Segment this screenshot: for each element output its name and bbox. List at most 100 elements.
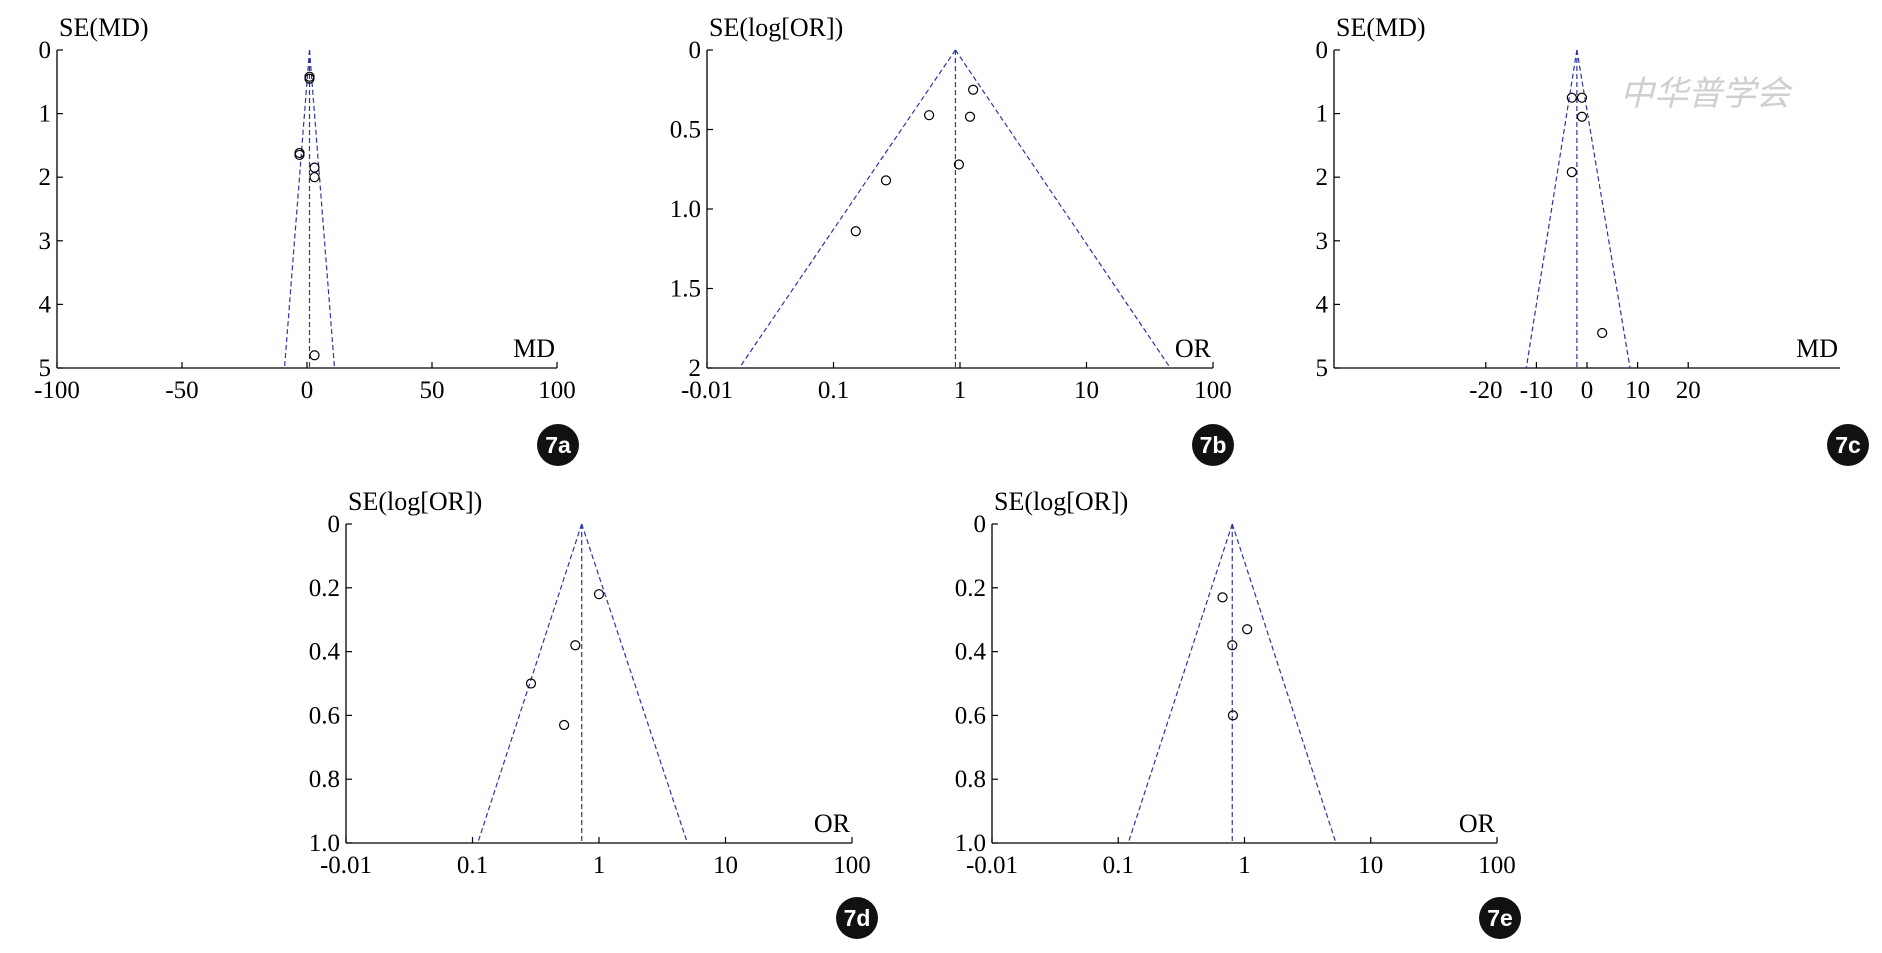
y-tick-label: 0.4: [955, 639, 987, 666]
x-tick-label: -100: [34, 377, 80, 404]
y-axis-title: SE(log[OR]): [348, 487, 482, 516]
x-tick-label: 1: [954, 377, 967, 404]
y-tick-label: 1.0: [309, 830, 340, 857]
panel-badge-label: 7b: [1200, 432, 1227, 458]
study-point: [1242, 624, 1253, 635]
study-point: [1597, 327, 1608, 339]
y-tick-label: 0: [689, 37, 702, 64]
x-tick-label: 20: [1676, 377, 1701, 404]
study-point: [880, 175, 892, 186]
y-tick-label: 0: [974, 511, 987, 538]
x-tick-label: 0.1: [1103, 852, 1134, 879]
y-tick-label: 0.4: [309, 639, 341, 666]
study-point: [1227, 710, 1239, 721]
y-axis-title: SE(log[OR]): [709, 13, 843, 42]
y-tick-label: 0.8: [309, 766, 340, 793]
funnel-right-line: [308, 49, 336, 369]
x-tick-label: 10: [1358, 852, 1383, 879]
x-tick-label: 1: [593, 852, 606, 879]
x-axis-title: OR: [1175, 334, 1212, 363]
x-tick-label: 100: [538, 377, 576, 404]
study-point: [559, 719, 570, 731]
funnel-right-line: [1231, 523, 1337, 844]
study-point: [1566, 167, 1577, 178]
study-point: [1227, 640, 1238, 651]
study-point: [953, 159, 964, 170]
x-tick-label: 10: [1074, 377, 1099, 404]
funnel-plot-7d: 0 0.2 0.4 0.6 0.8 1.0-0.01 0.1 1 10 100 SE(log[OR]…: [309, 487, 878, 939]
y-tick-label: 5: [39, 355, 52, 382]
x-tick-label: -20: [1469, 377, 1502, 404]
study-point: [1566, 92, 1577, 103]
y-tick-label: 1: [39, 101, 52, 128]
panel-badge-label: 7c: [1835, 432, 1861, 458]
panel-badge-label: 7e: [1487, 905, 1513, 931]
y-tick-label: 0.6: [309, 702, 340, 729]
x-tick-label: 100: [833, 852, 871, 879]
panel-badge: [537, 424, 579, 466]
y-tick-label: 4: [39, 291, 52, 318]
x-axis-title: OR: [1459, 809, 1496, 838]
y-tick-label: 0.8: [955, 766, 986, 793]
x-tick-label: 0.1: [818, 377, 849, 404]
study-point: [294, 149, 305, 161]
y-tick-label: 0: [39, 37, 52, 64]
x-tick-label: 1: [1238, 852, 1251, 879]
study-point: [1576, 111, 1588, 122]
funnel-plot-7b: 0 0.5 1.0 1.5 2-0.01 0.1 1 10 100 SE(log[OR]) OR 7b: [670, 13, 1234, 466]
y-axis-title: SE(MD): [59, 13, 149, 42]
y-tick-label: 1.0: [670, 196, 701, 223]
x-tick-label: 10: [1625, 377, 1650, 404]
x-axis-title: MD: [513, 334, 555, 363]
x-axis-title: OR: [814, 809, 851, 838]
y-tick-label: 0: [328, 511, 341, 538]
study-point: [924, 110, 935, 121]
x-tick-label: 100: [1478, 852, 1516, 879]
x-tick-label: -10: [1520, 377, 1553, 404]
y-axis-title: SE(log[OR]): [994, 487, 1128, 516]
panel-badge: [836, 897, 878, 939]
x-axis-title: MD: [1796, 334, 1838, 363]
study-point: [309, 172, 320, 183]
x-tick-label: 50: [420, 377, 445, 404]
y-tick-label: 0.2: [309, 575, 340, 602]
funnel-plot-7c: 0 1 2 3 4 5 -20 -10 0 10 20 SE(MD) MD 7c: [1316, 13, 1869, 466]
funnel-left-line: [738, 49, 956, 369]
y-tick-label: 1: [1316, 101, 1329, 128]
panel-badge-label: 7d: [844, 905, 871, 931]
y-tick-label: 0: [1316, 37, 1329, 64]
study-point: [309, 162, 320, 173]
panel-badge: [1192, 424, 1234, 466]
y-tick-label: 3: [39, 228, 52, 255]
watermark-text: 中华普学会: [1620, 76, 1794, 113]
y-tick-label: 1.5: [670, 276, 701, 303]
x-tick-label: 10: [713, 852, 738, 879]
y-tick-label: 5: [1316, 355, 1329, 382]
x-tick-label: -0.01: [320, 852, 372, 879]
study-point: [570, 640, 581, 651]
x-tick-label: -0.01: [966, 852, 1018, 879]
study-point: [964, 111, 976, 122]
x-tick-label: 0.1: [457, 852, 488, 879]
study-point: [1217, 592, 1228, 603]
y-axis-title: SE(MD): [1336, 13, 1426, 42]
study-point: [850, 226, 861, 237]
study-point: [525, 678, 537, 689]
y-tick-label: 2: [689, 355, 702, 382]
x-tick-label: -50: [165, 377, 198, 404]
y-tick-label: 2: [1316, 164, 1329, 191]
panel-badge: [1827, 424, 1869, 466]
x-tick-label: -0.01: [681, 377, 733, 404]
funnel-left-line: [283, 49, 311, 369]
study-point: [309, 350, 320, 361]
study-point: [968, 84, 979, 95]
funnel-left-line: [477, 523, 583, 844]
x-tick-label: 0: [301, 377, 314, 404]
x-tick-label: 100: [1194, 377, 1232, 404]
funnel-left-line: [1127, 523, 1233, 844]
funnel-right-line: [954, 49, 1171, 369]
y-tick-label: 0.6: [955, 702, 986, 729]
y-tick-label: 1.0: [955, 830, 986, 857]
y-tick-label: 2: [39, 164, 52, 191]
panel-badge: [1479, 897, 1521, 939]
